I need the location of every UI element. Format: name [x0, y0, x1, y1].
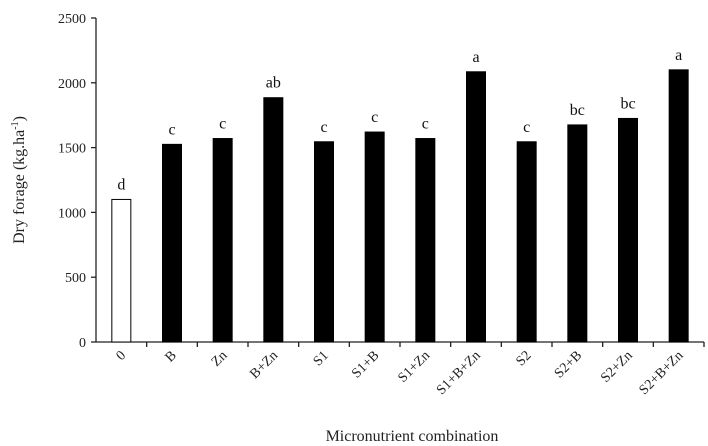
significance-letter: ab	[266, 75, 281, 92]
bar	[364, 131, 385, 343]
bar	[516, 141, 537, 343]
significance-letter: bc	[570, 102, 585, 119]
x-tick-label: Zn	[209, 348, 231, 370]
y-tick-label: 1500	[58, 142, 86, 157]
significance-letter: c	[523, 119, 530, 136]
x-tick-label: 0	[114, 348, 130, 364]
significance-letters: d c c ab c c c a c bc bc a	[117, 47, 682, 194]
bar	[314, 141, 334, 343]
y-tick-label: 500	[65, 271, 86, 286]
x-axis: 0 B Zn B+Zn S1 S1+B S1+Zn S1+B+Zn S2 S2+B S2+Zn S2+…	[96, 341, 705, 398]
bar	[567, 124, 588, 343]
bar	[466, 71, 486, 343]
y-tick-label: 2500	[58, 12, 86, 27]
x-tick-label: S2+B+Zn	[637, 348, 687, 398]
x-tick-label: S2+Zn	[598, 348, 636, 386]
significance-letter: c	[422, 116, 429, 133]
x-tick-label: S1+B	[349, 348, 382, 381]
y-axis-title: Dry forage (kg.ha-1)	[10, 116, 28, 244]
bar	[263, 97, 284, 343]
y-axis-title-superscript: -1	[10, 121, 21, 129]
bars	[111, 69, 689, 343]
bar	[618, 117, 638, 343]
bar	[668, 69, 689, 343]
significance-letter: c	[168, 121, 175, 138]
significance-letter: bc	[620, 95, 635, 112]
significance-letter: a	[675, 47, 682, 64]
x-tick-label: S1+Zn	[396, 348, 434, 386]
x-axis-title: Micronutrient combination	[326, 428, 499, 445]
bar	[162, 143, 182, 343]
bar	[212, 138, 233, 343]
significance-letter: a	[472, 49, 479, 66]
y-tick-label: 0	[79, 336, 86, 351]
x-tick-label: S1	[311, 348, 332, 369]
y-tick-label: 2000	[58, 77, 86, 92]
significance-letter: c	[320, 119, 327, 136]
bar	[111, 198, 132, 343]
x-tick-label: S1+B+Zn	[434, 348, 484, 398]
bar	[415, 138, 436, 343]
x-tick-label: S2	[513, 348, 534, 369]
significance-letter: d	[117, 176, 125, 193]
y-axis: 0 500 1000 1500 2000 2500	[58, 12, 97, 351]
y-axis-title-close: )	[11, 116, 28, 121]
x-tick-label: B	[163, 348, 180, 365]
significance-letter: c	[219, 116, 226, 133]
x-tick-label: S2+B	[552, 348, 585, 381]
y-tick-label: 1000	[58, 206, 86, 221]
x-tick-label: B+Zn	[247, 348, 281, 382]
y-axis-title-main: Dry forage (kg.ha	[11, 130, 28, 244]
significance-letter: c	[371, 109, 378, 126]
